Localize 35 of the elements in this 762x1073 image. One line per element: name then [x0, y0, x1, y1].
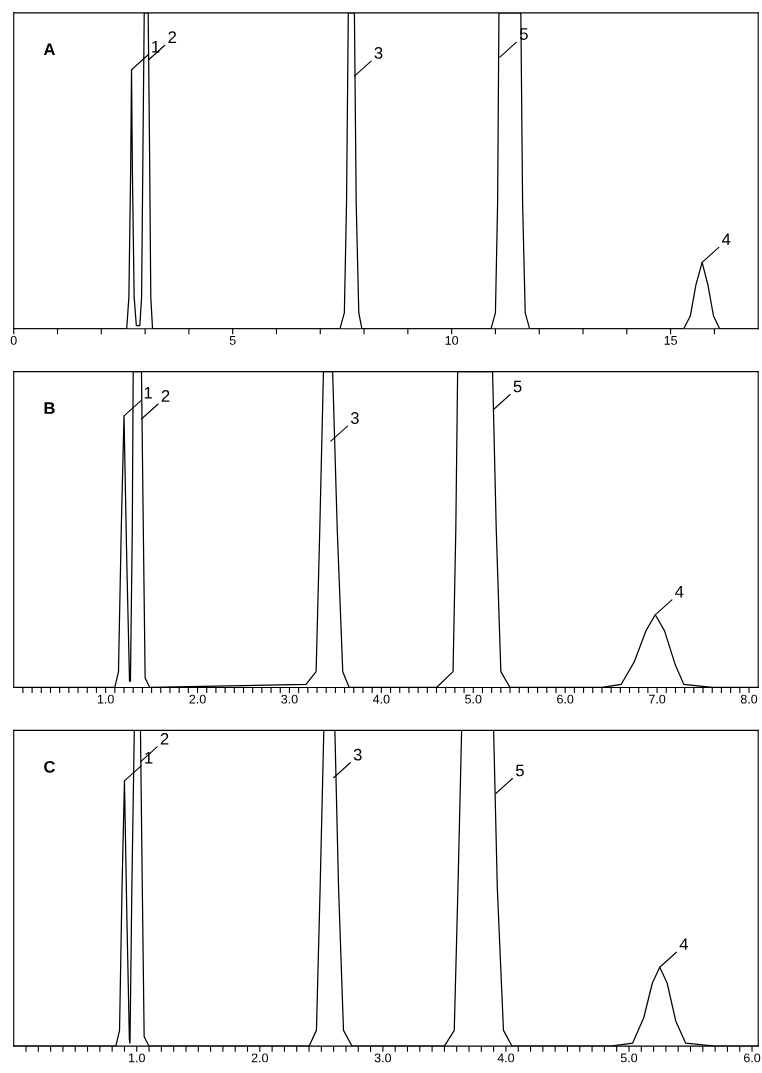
x-tick-label: 4.0 — [372, 694, 390, 704]
text: C — [44, 760, 56, 773]
x-tick-label: 5.0 — [620, 1053, 638, 1063]
x-tick-label: 8.0 — [740, 694, 758, 704]
x-tick-label: 5 — [229, 336, 236, 345]
annotation: 2 — [160, 732, 169, 745]
x-tick-label: 1.0 — [129, 1053, 145, 1063]
text: A — [43, 43, 56, 56]
annotation: 2 — [161, 390, 170, 402]
x-tick-label: 15 — [664, 336, 678, 345]
x-tick-label: 1.0 — [97, 694, 114, 704]
x-tick-label: 6.0 — [557, 694, 574, 704]
annotation: 5 — [513, 380, 522, 393]
annotation: 4 — [679, 938, 688, 950]
annotation: 3 — [350, 412, 359, 424]
x-tick-label: 3.0 — [374, 1053, 392, 1063]
x-tick-label: 7.0 — [649, 694, 666, 704]
x-tick-label: 5.0 — [465, 694, 482, 704]
annotation: 4 — [721, 233, 731, 246]
x-tick-label: 4.0 — [497, 1053, 515, 1063]
annotation: 5 — [515, 764, 524, 777]
x-tick-label: 3.0 — [281, 694, 298, 704]
x-tick-label: 0 — [10, 335, 17, 345]
annotation: 3 — [374, 47, 383, 59]
annotation: 1 — [152, 40, 160, 53]
text: B — [44, 402, 55, 414]
annotation: 2 — [168, 31, 177, 43]
x-tick-label: 10 — [445, 335, 459, 345]
x-tick-label: 2.0 — [189, 694, 206, 704]
annotation: 3 — [353, 748, 362, 761]
x-tick-label: 2.0 — [251, 1053, 269, 1063]
annotation: 1 — [145, 752, 153, 764]
annotation: 1 — [144, 387, 152, 399]
x-tick-label: 6.0 — [743, 1053, 761, 1063]
annotation: 4 — [675, 585, 684, 598]
